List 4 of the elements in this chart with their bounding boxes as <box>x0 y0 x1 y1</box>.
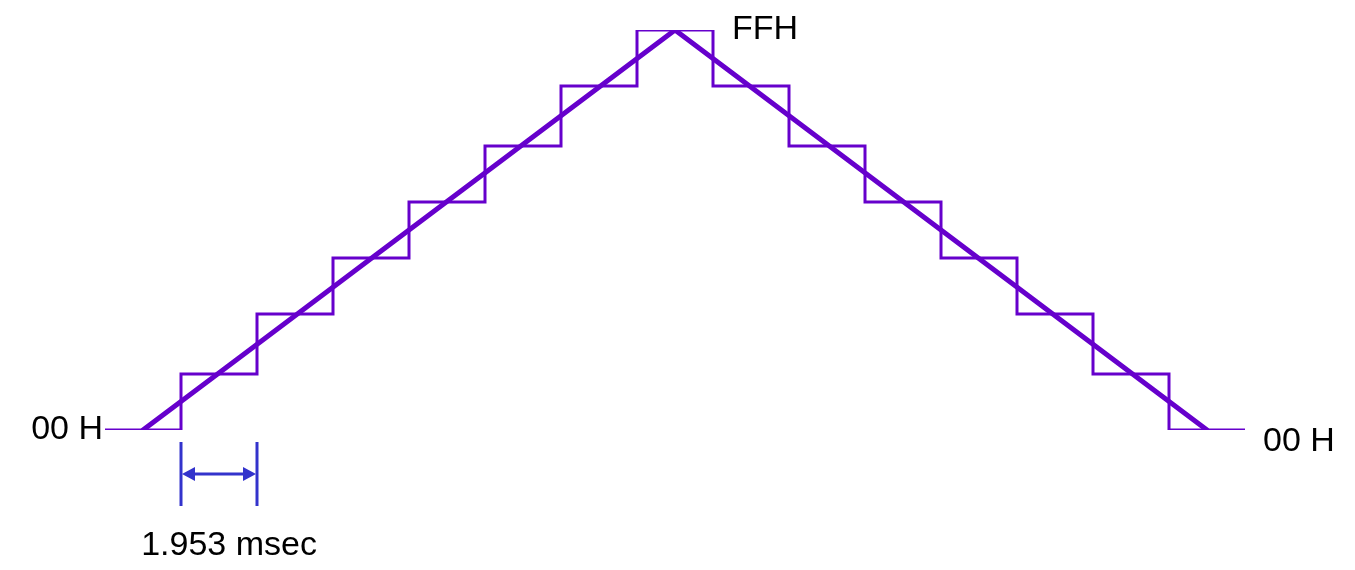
annotation: 00 H <box>1263 420 1335 459</box>
annotation: FFH <box>732 8 799 47</box>
annotation: 00 H <box>31 408 103 447</box>
text: 1.953 msec <box>141 524 317 563</box>
